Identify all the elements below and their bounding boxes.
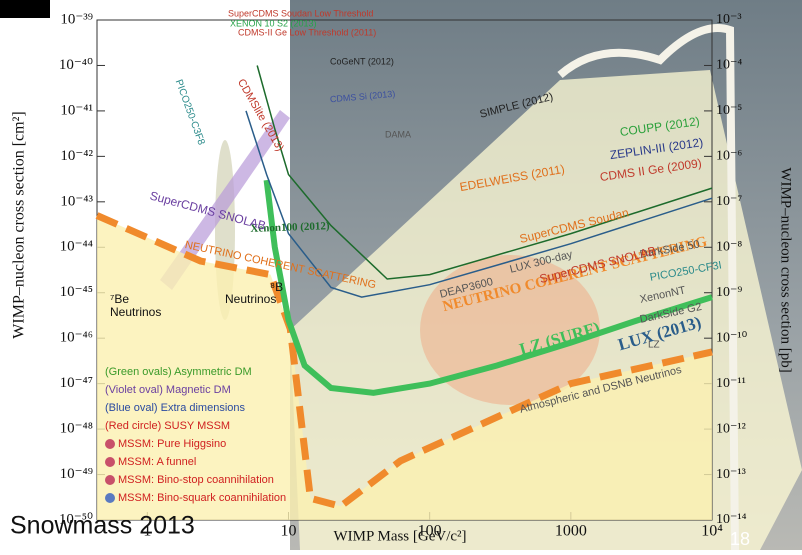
y-tick-label: 10⁻³⁹: [60, 11, 93, 27]
y2-tick-label: 10⁻¹⁴: [716, 512, 747, 527]
series-line: [245, 110, 713, 298]
page-number: 18: [730, 529, 750, 549]
y-axis-label: WIMP–nucleon cross section [cm²]: [11, 111, 28, 338]
lamp-post: [557, 24, 739, 551]
y-tick-label: 10⁻⁴⁰: [59, 57, 93, 73]
y2-tick-label: 10⁻⁷: [716, 194, 742, 209]
annotation: (Green ovals) Asymmetric DM: [105, 366, 252, 378]
annotation: XENON 10 S2 (2013): [230, 18, 317, 28]
annotation: SuperCDMS Soudan Low Threshold: [228, 8, 373, 18]
y-tick-label: 10⁻⁴⁸: [60, 421, 93, 437]
y2-tick-label: 10⁻¹⁰: [716, 330, 748, 345]
y-tick-label: 10⁻⁴⁷: [60, 375, 93, 391]
series-line: [256, 65, 713, 280]
y-tick-label: 10⁻⁴¹: [60, 102, 93, 118]
y2-tick-label: 10⁻⁹: [716, 285, 742, 300]
x-tick-label: 1: [143, 523, 151, 540]
y2-tick-label: 10⁻⁵: [716, 103, 742, 118]
annotation: (Red circle) SUSY MSSM: [105, 420, 230, 432]
annotation: DAMA: [385, 129, 411, 139]
y-tick-label: 10⁻⁴⁶: [60, 330, 93, 346]
y2-tick-label: 10⁻¹¹: [716, 376, 746, 391]
legend-marker: [105, 457, 115, 467]
annotation: MSSM: A funnel: [118, 456, 196, 468]
annotation: CoGeNT (2012): [330, 56, 394, 66]
annotation: Neutrinos: [225, 292, 276, 306]
y-tick-label: 10⁻⁴⁴: [60, 239, 93, 255]
source-label: Snowmass 2013: [10, 512, 195, 540]
legend-marker: [105, 439, 115, 449]
legend-marker: [105, 493, 115, 503]
annotation: (Blue oval) Extra dimensions: [105, 402, 246, 414]
y2-tick-label: 10⁻⁴: [716, 58, 742, 73]
series-label: Xenon100 (2012): [250, 220, 330, 235]
x-axis-label: WIMP Mass [GeV/c²]: [333, 528, 466, 544]
magnetic-dm-band: [160, 110, 290, 290]
y-tick-label: 10⁻⁵⁰: [59, 511, 93, 527]
x-tick-label: 10: [280, 523, 296, 540]
x-tick-label: 10⁴: [701, 523, 723, 540]
series-line: [95, 212, 713, 511]
annotation: MSSM: Bino-squark coannihilation: [118, 492, 286, 504]
annotation: ⁷Be: [110, 292, 129, 306]
corner-block: [0, 0, 50, 18]
y-tick-label: 10⁻⁴³: [60, 193, 93, 209]
annotation: ⁸B: [270, 280, 283, 294]
y2-axis-label: WIMP–nucleon cross section [pb]: [778, 167, 794, 372]
annotation: MSSM: Bino-stop coannihilation: [118, 474, 274, 486]
y-tick-label: 10⁻⁴²: [60, 148, 93, 164]
area: [97, 215, 712, 520]
y-tick-label: 10⁻⁴⁹: [60, 466, 93, 482]
mssm-circle: [420, 255, 600, 405]
y2-tick-label: 10⁻¹²: [716, 421, 746, 436]
annotation: (Violet oval) Magnetic DM: [105, 384, 231, 396]
y2-tick-label: 10⁻⁶: [716, 149, 742, 164]
annotation: Neutrinos: [110, 305, 161, 319]
x-tick-label: 1000: [555, 523, 587, 540]
legend-marker: [105, 475, 115, 485]
annotation: CDMS-II Ge Low Threshold (2011): [238, 27, 376, 37]
series-line: [263, 179, 713, 396]
annotation: LZ: [648, 340, 660, 351]
y2-tick-label: 10⁻⁸: [716, 239, 742, 254]
y-tick-label: 10⁻⁴⁵: [60, 284, 93, 300]
y2-tick-label: 10⁻³: [716, 12, 742, 27]
y2-tick-label: 10⁻¹³: [716, 467, 746, 482]
x-tick-label: 100: [418, 523, 442, 540]
annotation: MSSM: Pure Higgsino: [118, 438, 226, 450]
